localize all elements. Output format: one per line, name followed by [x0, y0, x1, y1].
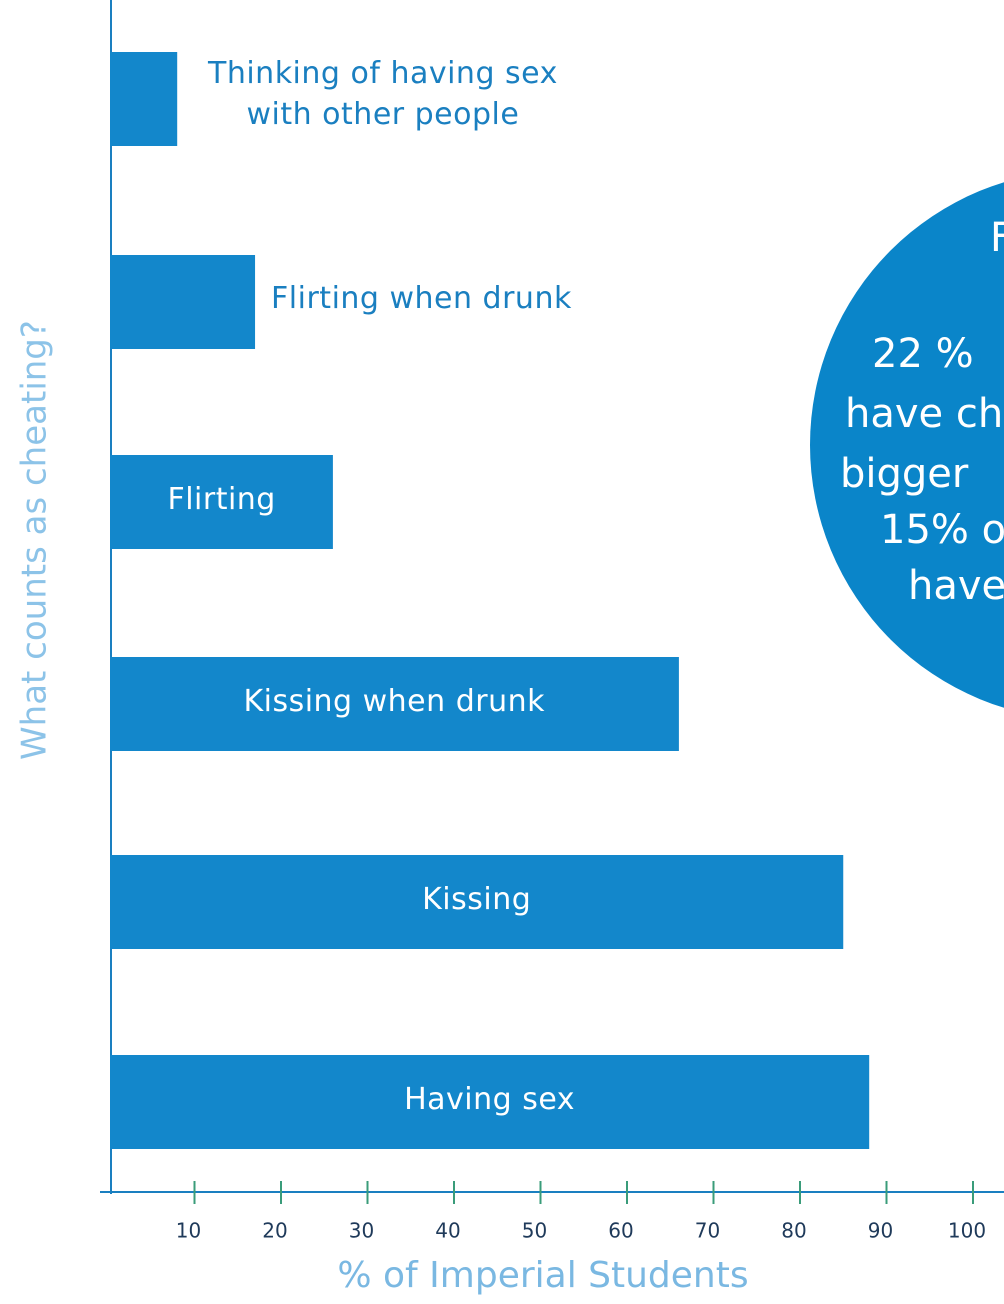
bar-label: Thinking of having sex with other people [208, 56, 558, 132]
bar-label: Flirting [167, 481, 276, 517]
callout-text: have ch [845, 391, 1003, 437]
x-tick-label: 20 [262, 1219, 287, 1243]
y-axis-label: What counts as cheating? [15, 320, 55, 760]
callout-text: 22 % [872, 331, 974, 377]
x-tick-label: 10 [176, 1219, 201, 1243]
bar [110, 1055, 870, 1149]
bar-label: Kissing when drunk [243, 683, 545, 719]
x-axis-label: % of Imperial Students [337, 1255, 748, 1296]
x-tick-label: 40 [435, 1219, 460, 1243]
x-tick-label: 30 [349, 1219, 374, 1243]
callout-circle [810, 182, 1004, 708]
x-tick-label: 50 [522, 1219, 547, 1243]
callout-text: F [990, 215, 1004, 261]
bar [110, 855, 844, 949]
bar [110, 255, 256, 349]
callout-text: 15% o [880, 507, 1004, 553]
x-tick-label: 70 [695, 1219, 720, 1243]
callout-text: bigger [840, 451, 969, 497]
bar [110, 455, 333, 549]
x-tick-label: 60 [608, 1219, 633, 1243]
x-tick-label: 90 [868, 1219, 893, 1243]
callout-text: have [908, 563, 1004, 609]
bar [110, 657, 679, 751]
x-tick-label: 100 [948, 1219, 986, 1243]
x-tick-label: 80 [781, 1219, 806, 1243]
bar-label: Having sex [404, 1081, 576, 1117]
bar-label: Kissing [422, 881, 532, 917]
bar-label: Flirting when drunk [271, 280, 572, 316]
bar [110, 52, 178, 146]
